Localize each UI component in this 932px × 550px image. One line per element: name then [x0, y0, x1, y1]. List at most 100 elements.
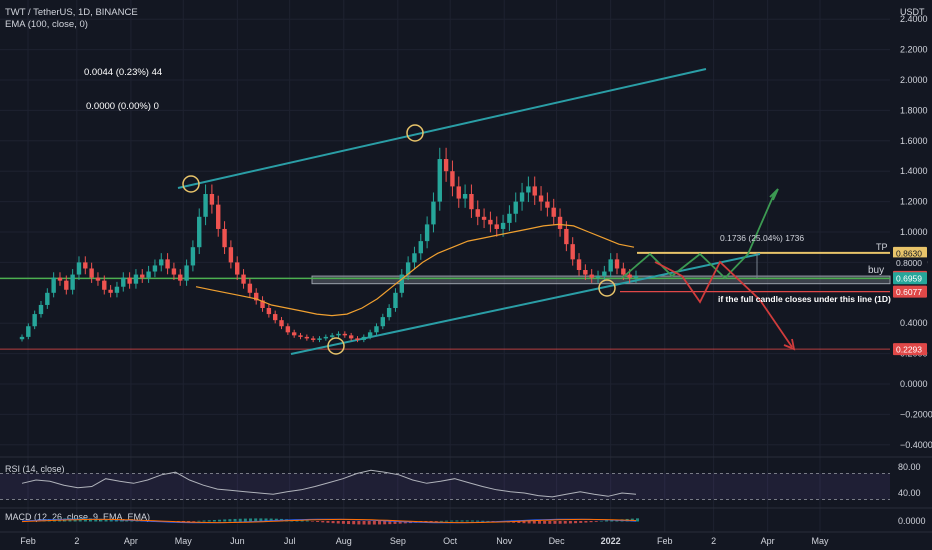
candle-body: [228, 247, 234, 263]
macd-histogram-bar: [445, 520, 449, 522]
candle-body: [76, 262, 82, 275]
candle-body: [298, 335, 303, 337]
macd-histogram-bar: [125, 519, 129, 522]
price-level-tag: [893, 257, 927, 268]
macd-histogram-bar: [553, 521, 557, 524]
candle-body: [184, 265, 189, 281]
rsi-tick-label: 80.00: [898, 462, 921, 472]
macd-signal-line: [21, 518, 637, 524]
price-tick-label: 0.0000: [900, 379, 928, 389]
candle-body: [38, 304, 44, 315]
candle-body: [146, 271, 151, 278]
time-tick-label: Apr: [761, 536, 775, 546]
macd-histogram-bar: [316, 521, 320, 522]
candle-body: [83, 262, 88, 269]
candle-body: [70, 274, 75, 290]
macd-histogram-bar: [347, 521, 351, 525]
macd-histogram-bar: [310, 521, 314, 522]
macd-histogram-bar: [99, 518, 103, 522]
buy-label: buy: [868, 265, 884, 276]
price-tick-label: 1.0000: [900, 227, 928, 237]
time-tick-label: Aug: [336, 536, 352, 546]
macd-histogram-bar: [181, 521, 185, 522]
pivot-circle-marker: [598, 279, 616, 297]
time-tick-label: Nov: [496, 536, 513, 546]
candle-body: [190, 247, 196, 266]
candle-body: [431, 201, 436, 225]
macd-histogram-bar: [429, 521, 433, 522]
candle-body: [595, 276, 601, 278]
candle-body: [152, 265, 158, 272]
macd-histogram-bar: [357, 521, 361, 525]
price-axis-unit: USDT: [900, 7, 925, 17]
candle-body: [481, 216, 487, 220]
candle-body: [602, 271, 607, 277]
price-tick-label: 1.6000: [900, 136, 928, 146]
time-tick-label: 2: [74, 536, 79, 546]
time-tick-label: May: [175, 536, 193, 546]
candle-body: [272, 314, 278, 321]
rsi-title: RSI (14, close): [5, 464, 65, 474]
macd-histogram-bar: [207, 520, 211, 522]
macd-histogram-bar: [450, 520, 454, 522]
macd-histogram-bar: [109, 519, 113, 522]
candle-body: [608, 259, 613, 272]
macd-pane: 0.0000: [21, 516, 926, 526]
candle-body: [551, 207, 556, 217]
macd-histogram-bar: [579, 521, 583, 523]
macd-histogram-bar: [243, 518, 247, 522]
macd-histogram-bar: [341, 521, 345, 524]
candle-body: [418, 241, 423, 254]
candle-body: [323, 336, 329, 339]
candle-body: [507, 213, 512, 223]
macd-histogram-bar: [94, 518, 98, 522]
candle-body: [247, 283, 253, 293]
price-level-tag: [893, 285, 927, 298]
candle-body: [393, 292, 398, 308]
time-tick-label: Dec: [549, 536, 566, 546]
time-axis[interactable]: Feb 2 Apr May Jun Jul Aug Sep Oct Nov Dec 2022 Feb 2 A…: [20, 536, 829, 546]
macd-histogram-bar: [192, 521, 196, 522]
macd-histogram-bar: [605, 520, 609, 522]
candle-body: [532, 186, 537, 196]
candle-body: [26, 326, 31, 337]
price-tick-label: 1.2000: [900, 197, 928, 207]
macd-histogram-bar: [589, 521, 593, 523]
price-level-value: 0.8000: [896, 258, 922, 268]
candle-body: [235, 262, 240, 275]
macd-histogram-bar: [517, 521, 521, 523]
grid: [0, 0, 890, 532]
candle-body: [469, 194, 474, 210]
candle-body: [133, 274, 139, 284]
price-tick-label: −0.2000: [900, 409, 932, 419]
rsi-line: [21, 469, 637, 498]
candle-body: [424, 224, 430, 242]
candle-body: [45, 292, 50, 305]
macd-histogram-bar: [568, 521, 572, 524]
time-tick-label: Jul: [284, 536, 296, 546]
candle-body: [310, 338, 316, 340]
drawings-layer: [0, 68, 891, 355]
macd-histogram-bar: [233, 518, 237, 522]
candle-body: [279, 320, 284, 327]
candle-body: [564, 228, 569, 245]
price-tick-label: 0.4000: [900, 318, 928, 328]
candle-body: [450, 171, 455, 187]
stop-note: if the full candle closes under this lin…: [718, 294, 891, 304]
price-level-value: 0.2293: [896, 345, 922, 355]
channel-lower-line: [290, 253, 761, 355]
price-level-tag: [893, 272, 927, 285]
candle-body: [367, 332, 373, 337]
candle-body: [570, 244, 575, 260]
candle-body: [304, 336, 310, 339]
candle-body: [513, 201, 518, 214]
macd-histogram-bar: [212, 519, 216, 522]
candle-body: [614, 259, 620, 269]
macd-histogram-bar: [388, 521, 392, 525]
macd-histogram-bar: [197, 520, 201, 522]
ema-line: [195, 223, 635, 317]
price-tick-label: 1.8000: [900, 105, 928, 115]
